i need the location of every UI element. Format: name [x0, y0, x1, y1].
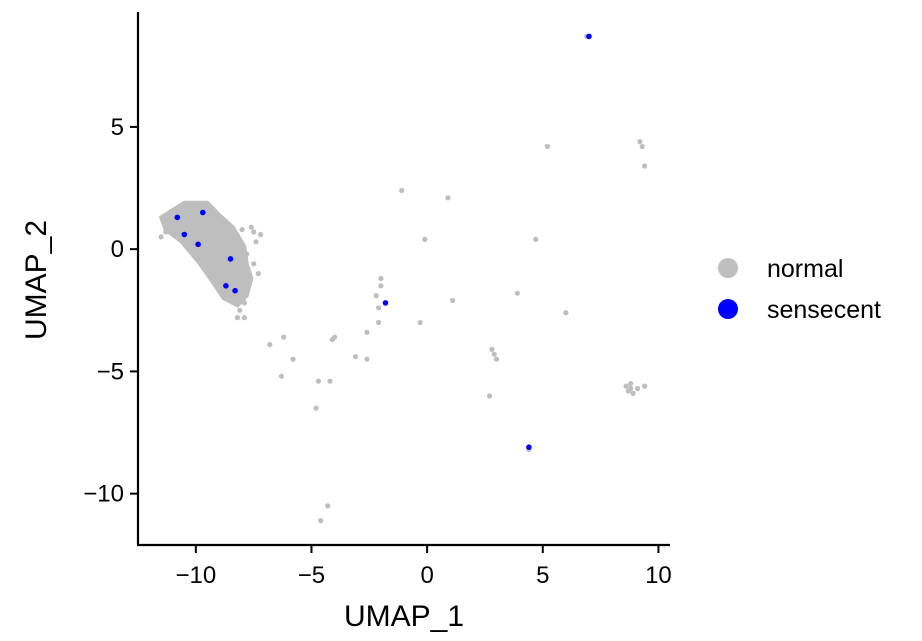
point-normal — [637, 139, 643, 145]
legend-key-normal — [718, 258, 738, 278]
point-sensecent — [195, 241, 201, 248]
y-tick-label: −5 — [97, 358, 124, 385]
point-normal — [623, 383, 629, 389]
point-normal — [241, 315, 247, 321]
point-normal — [251, 261, 257, 267]
point-normal — [207, 209, 213, 216]
point-sensecent — [232, 287, 238, 294]
x-tick-label: −10 — [175, 562, 216, 589]
y-tick-label: 5 — [111, 114, 124, 141]
axes-layer — [136, 12, 670, 547]
point-normal — [489, 346, 495, 352]
point-normal — [491, 351, 497, 357]
point-normal — [251, 229, 257, 235]
point-normal — [378, 275, 384, 282]
y-tick-label: 0 — [111, 236, 124, 263]
point-normal — [373, 293, 379, 299]
point-normal — [253, 239, 259, 245]
point-sensecent — [200, 209, 206, 216]
legend: normal sensecent — [718, 255, 881, 324]
point-sensecent — [382, 300, 389, 306]
point-sensecent — [174, 214, 181, 221]
point-normal — [628, 381, 634, 387]
point-normal — [158, 234, 164, 240]
legend-label-sensecent: sensecent — [767, 296, 881, 324]
point-normal — [422, 236, 428, 242]
y-axis-title: UMAP_2 — [20, 220, 53, 340]
point-normal — [248, 224, 254, 230]
point-normal — [493, 356, 500, 362]
point-normal — [544, 143, 551, 150]
point-normal — [376, 305, 382, 311]
point-normal — [533, 236, 539, 242]
point-sensecent — [181, 231, 188, 238]
point-normal — [232, 234, 238, 240]
point-normal — [327, 378, 333, 384]
point-normal — [642, 383, 648, 389]
point-normal — [239, 227, 245, 233]
point-normal — [625, 388, 632, 394]
point-normal — [163, 229, 169, 235]
point-sensecent — [223, 283, 229, 289]
point-normal — [332, 334, 338, 340]
point-normal — [364, 329, 370, 335]
point-normal — [450, 297, 456, 304]
y-tick-label: −10 — [83, 481, 124, 508]
point-normal — [318, 518, 324, 524]
points-layer — [158, 33, 648, 524]
x-tick-label: 5 — [536, 562, 549, 589]
legend-key-sensecent — [718, 299, 738, 319]
point-normal — [241, 300, 247, 306]
point-normal — [278, 373, 284, 379]
point-normal — [514, 290, 520, 296]
point-normal — [244, 251, 250, 257]
x-tick-label: −5 — [298, 562, 325, 589]
point-normal — [642, 163, 648, 169]
point-normal — [188, 227, 194, 233]
point-normal — [364, 356, 370, 362]
point-normal — [352, 354, 358, 360]
point-normal — [234, 315, 241, 321]
point-normal — [417, 319, 423, 326]
x-tick-label: 10 — [645, 562, 672, 589]
main-cluster-region — [159, 200, 254, 308]
point-normal — [290, 356, 296, 362]
point-normal — [255, 271, 261, 277]
point-normal — [630, 390, 636, 396]
x-tick-label: 0 — [420, 562, 433, 589]
point-normal — [237, 307, 243, 313]
point-normal — [315, 378, 321, 384]
ticks-layer: −10 −5 0 5 10 −10 −5 0 5 — [83, 114, 672, 589]
point-sensecent — [586, 33, 592, 40]
point-normal — [445, 195, 451, 201]
point-normal — [399, 187, 405, 194]
point-normal — [325, 503, 331, 509]
cluster-layer — [159, 200, 254, 308]
point-normal — [635, 385, 641, 392]
point-sensecent — [227, 256, 234, 262]
legend-label-normal: normal — [767, 255, 843, 283]
point-normal — [487, 393, 493, 399]
point-normal — [281, 334, 287, 340]
point-normal — [267, 341, 273, 348]
point-normal — [258, 231, 264, 238]
point-sensecent — [526, 444, 532, 451]
point-normal — [639, 143, 645, 150]
point-normal — [244, 288, 250, 294]
point-normal — [378, 283, 384, 289]
point-normal — [376, 319, 382, 326]
point-normal — [563, 310, 569, 316]
point-normal — [313, 405, 319, 411]
x-axis-title: UMAP_1 — [344, 600, 464, 633]
